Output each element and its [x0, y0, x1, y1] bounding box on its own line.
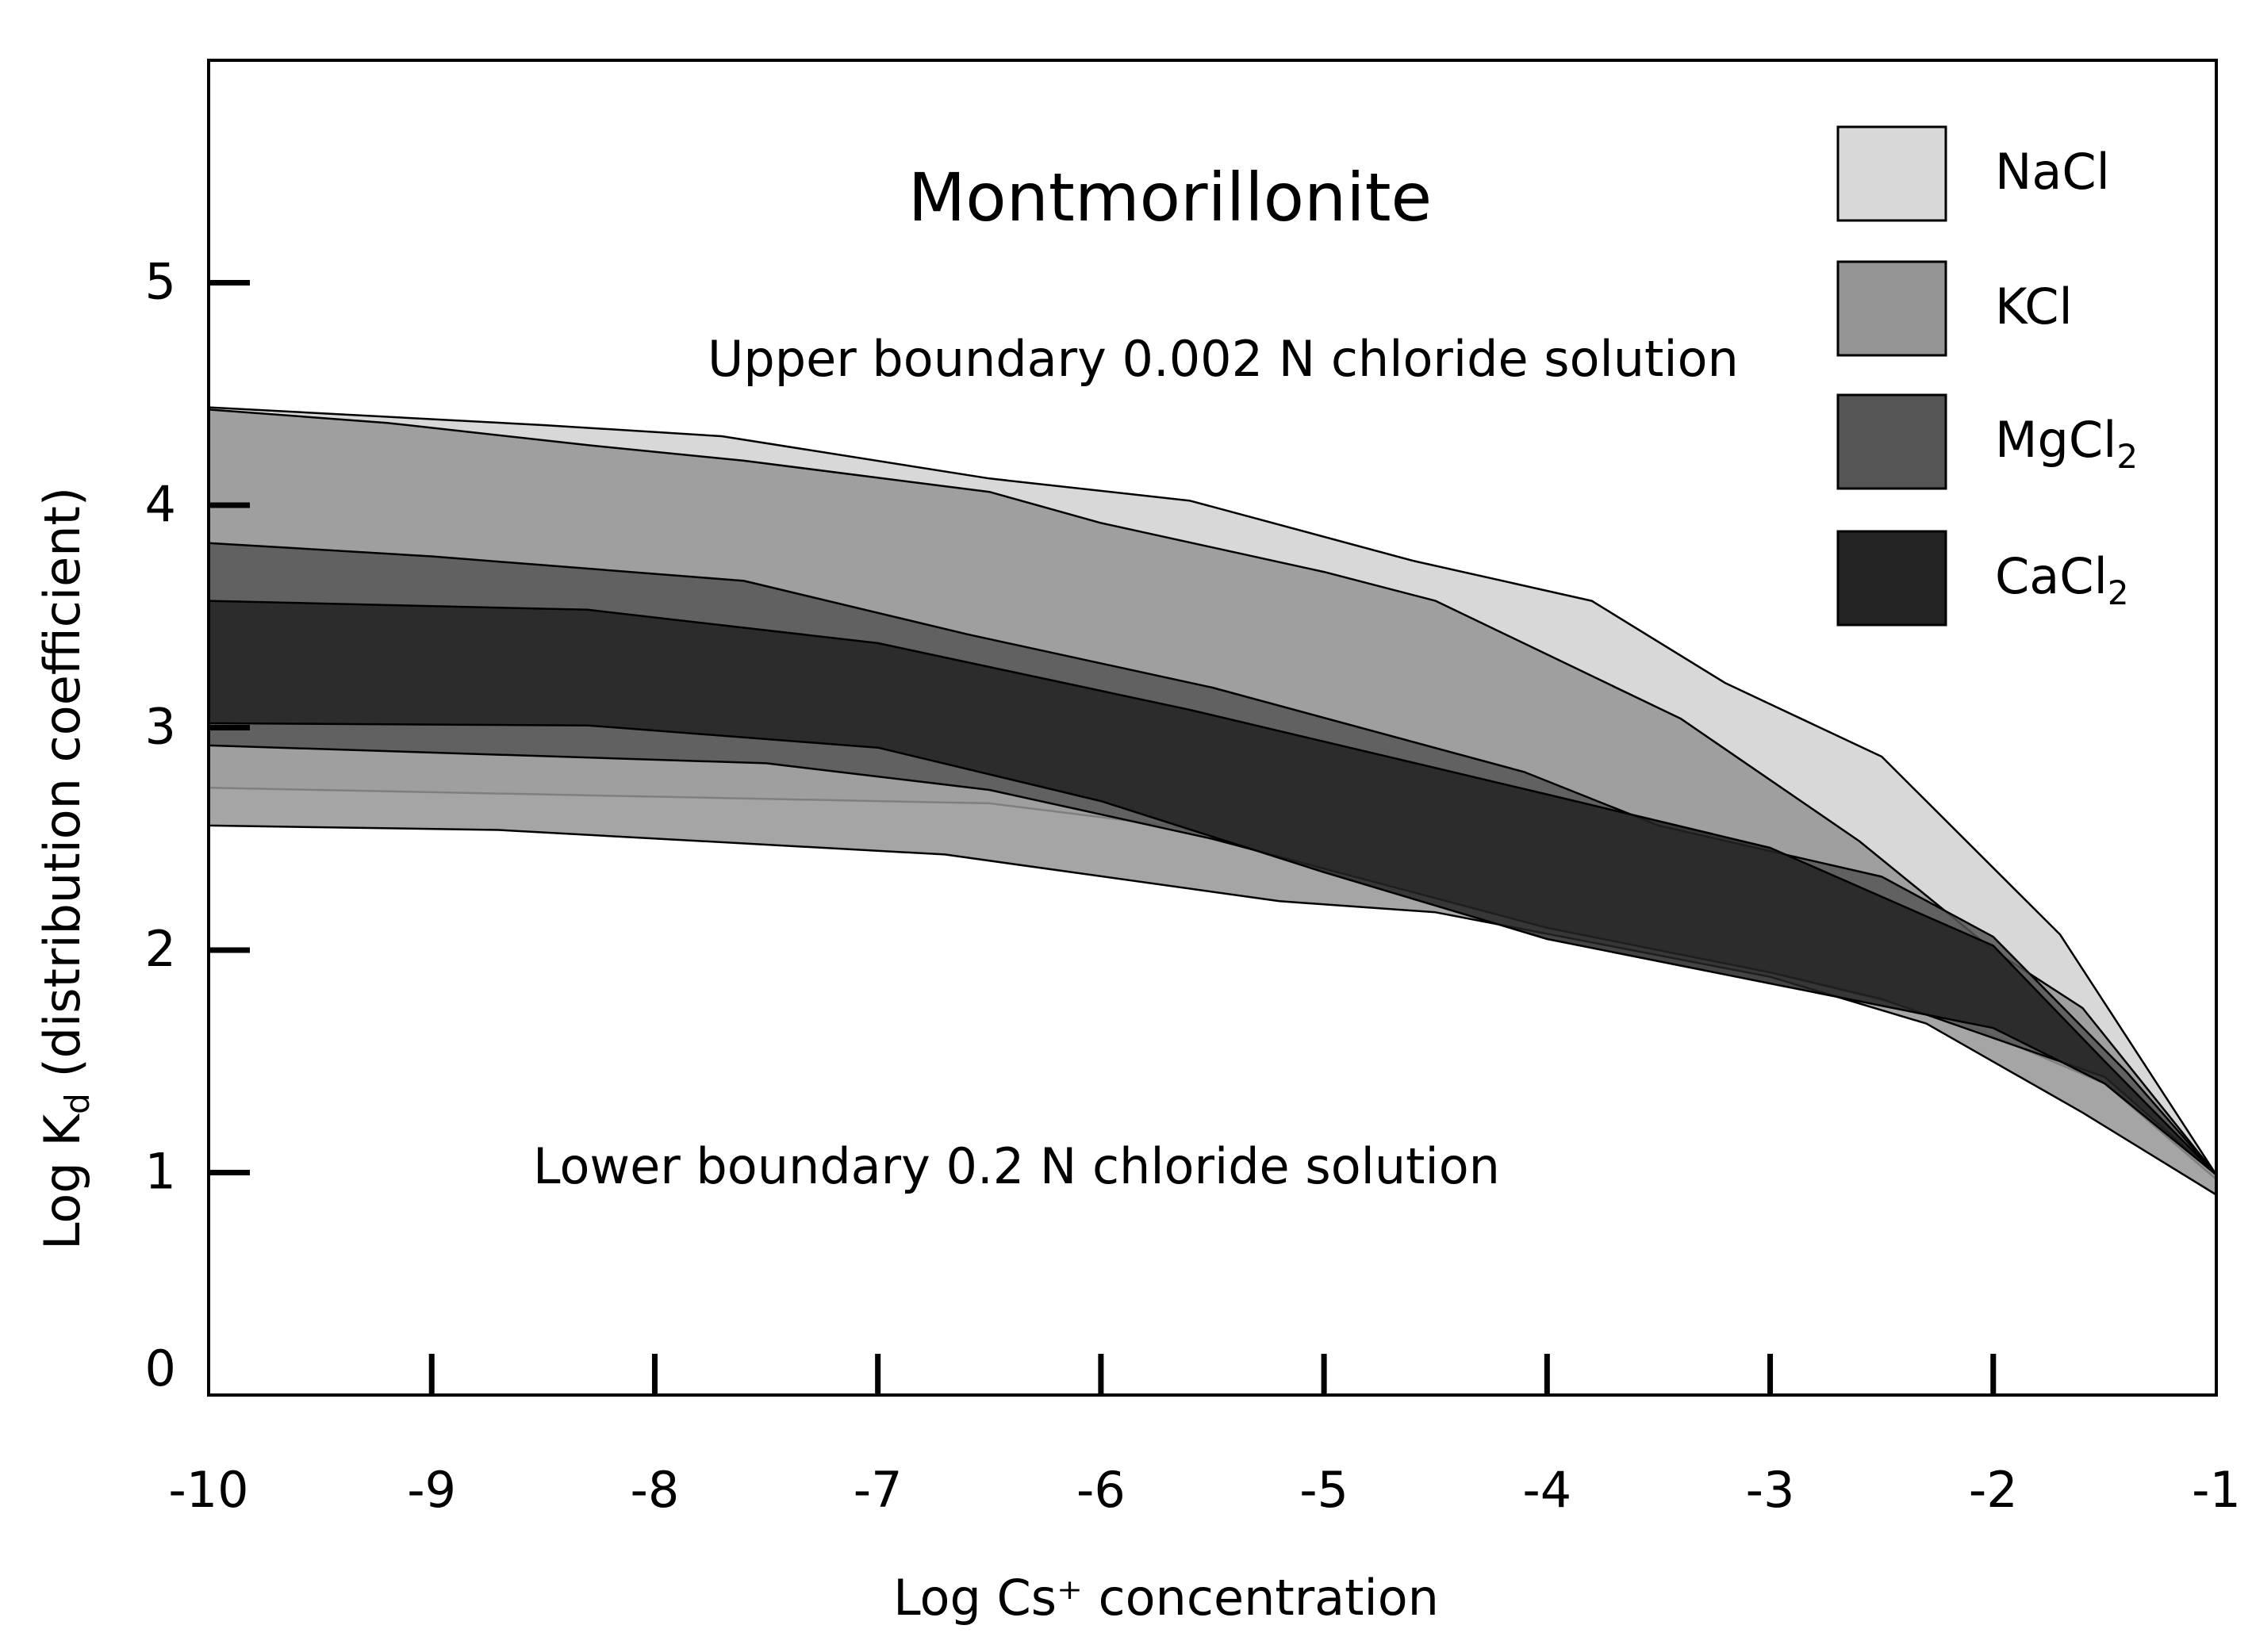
x-tick-label: -5	[1299, 1461, 1349, 1519]
x-tick-label: -9	[407, 1461, 456, 1519]
x-tick-label: -1	[2192, 1461, 2241, 1519]
x-tick-label: -10	[168, 1461, 248, 1519]
y-axis-label-rest: (distribution coefficient)	[33, 487, 91, 1093]
y-tick-label: 4	[145, 475, 176, 533]
x-tick-label: -2	[1969, 1461, 2018, 1519]
x-tick-label: -4	[1522, 1461, 1571, 1519]
x-tick-label: -6	[1076, 1461, 1126, 1519]
x-tick-label: -3	[1746, 1461, 1795, 1519]
legend-swatch-mgcl2	[1836, 393, 1947, 490]
legend: NaCl KCl MgCl2 CaCl2	[1836, 125, 2138, 627]
x-axis: -10 -9 -8 -7 -6 -5 -4 -3 -2 -1	[168, 1354, 2241, 1519]
annotation-lower: Lower boundary 0.2 N chloride solution	[533, 1137, 1500, 1195]
y-axis-label: Log Kd (distribution coefficient)	[33, 487, 97, 1250]
y-tick-label: 2	[145, 920, 176, 978]
legend-swatch-nacl	[1836, 125, 1947, 222]
legend-label-nacl: NaCl	[1995, 143, 2110, 201]
legend-swatch-cacl2	[1836, 530, 1947, 627]
x-axis-label: Log Cs⁺ concentration	[893, 1569, 1439, 1627]
legend-label-kcl: KCl	[1995, 278, 2073, 335]
y-tick-label: 0	[145, 1340, 176, 1397]
y-tick-label: 3	[145, 698, 176, 756]
series-band-cacl2	[207, 600, 2218, 1176]
x-tick-label: -8	[631, 1461, 680, 1519]
y-axis-label-subscript: d	[58, 1093, 97, 1114]
legend-label-mgcl2: MgCl2	[1995, 411, 2138, 476]
legend-swatch-kcl	[1836, 260, 1947, 357]
legend-label-cacl2: CaCl2	[1995, 547, 2129, 612]
y-tick-label: 5	[145, 253, 176, 311]
y-tick-label: 1	[145, 1143, 176, 1201]
chart-title: Montmorillonite	[908, 159, 1432, 236]
y-axis: 0 1 2 3 4 5	[145, 253, 250, 1397]
annotation-upper: Upper boundary 0.002 N chloride solution	[708, 330, 1739, 388]
series-bands	[207, 406, 2218, 1196]
y-axis-label-main: Log K	[33, 1113, 91, 1250]
x-tick-label: -7	[854, 1461, 903, 1519]
